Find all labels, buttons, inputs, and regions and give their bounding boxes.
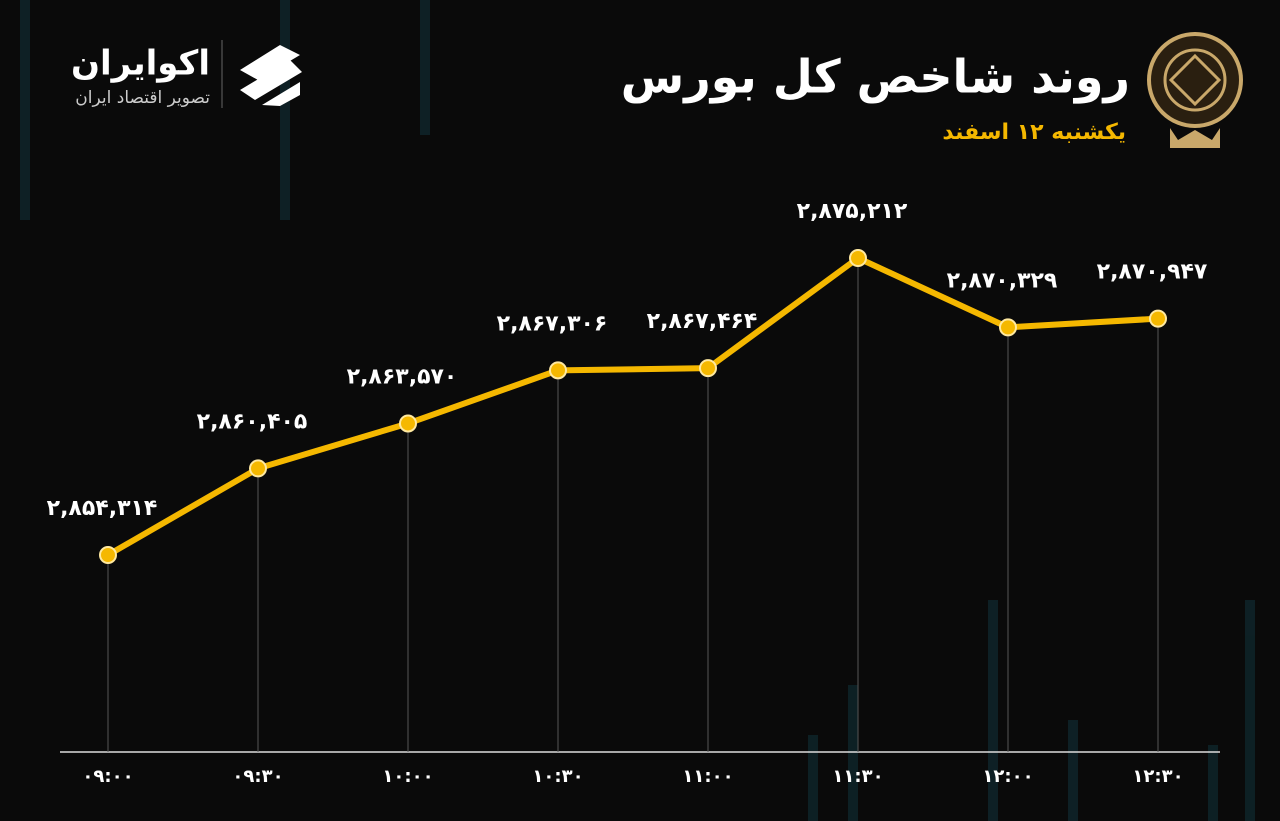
point bbox=[399, 414, 417, 433]
point bbox=[99, 546, 117, 564]
point bbox=[249, 459, 267, 478]
value-label: ۲,۸۷۰,۳۲۹ bbox=[947, 268, 1058, 293]
value-label: ۲,۸۶۷,۴۶۴ bbox=[647, 309, 758, 334]
brand-tagline: تصویر اقتصاد ایران bbox=[75, 88, 210, 108]
point bbox=[999, 318, 1017, 337]
x-tick-label: ۱۲:۳۰ bbox=[1132, 766, 1183, 787]
x-tick-label: ۱۲:۰۰ bbox=[982, 766, 1033, 787]
x-tick-label: ۱۱:۳۰ bbox=[832, 766, 883, 787]
brand-name: اکوایران bbox=[71, 44, 210, 84]
value-label: ۲,۸۵۴,۳۱۴ bbox=[47, 496, 158, 521]
x-tick-label: ۰۹:۰۰ bbox=[82, 766, 133, 787]
point bbox=[849, 249, 867, 267]
chart-title: روند شاخص کل بورس bbox=[621, 50, 1130, 104]
value-label: ۲,۸۶۷,۳۰۶ bbox=[497, 311, 608, 336]
chart-subtitle: یکشنبه ۱۲ اسفند bbox=[942, 120, 1126, 145]
x-tick-label: ۰۹:۳۰ bbox=[232, 766, 283, 787]
value-label: ۲,۸۶۳,۵۷۰ bbox=[347, 364, 458, 389]
point bbox=[699, 359, 717, 378]
exchange-emblem bbox=[1147, 32, 1243, 148]
decor-bars bbox=[20, 0, 1255, 821]
value-label: ۲,۸۷۰,۹۴۷ bbox=[1097, 260, 1208, 285]
point bbox=[1149, 309, 1167, 328]
x-tick-label: ۱۱:۰۰ bbox=[682, 766, 733, 787]
x-tick-label: ۱۰:۰۰ bbox=[382, 766, 433, 787]
value-label: ۲,۸۶۰,۴۰۵ bbox=[197, 409, 308, 434]
index-line bbox=[106, 255, 1159, 558]
x-tick-label: ۱۰:۳۰ bbox=[532, 766, 583, 787]
value-label: ۲,۸۷۵,۲۱۲ bbox=[797, 199, 908, 224]
point bbox=[549, 361, 567, 380]
brand-logo bbox=[221, 40, 302, 108]
